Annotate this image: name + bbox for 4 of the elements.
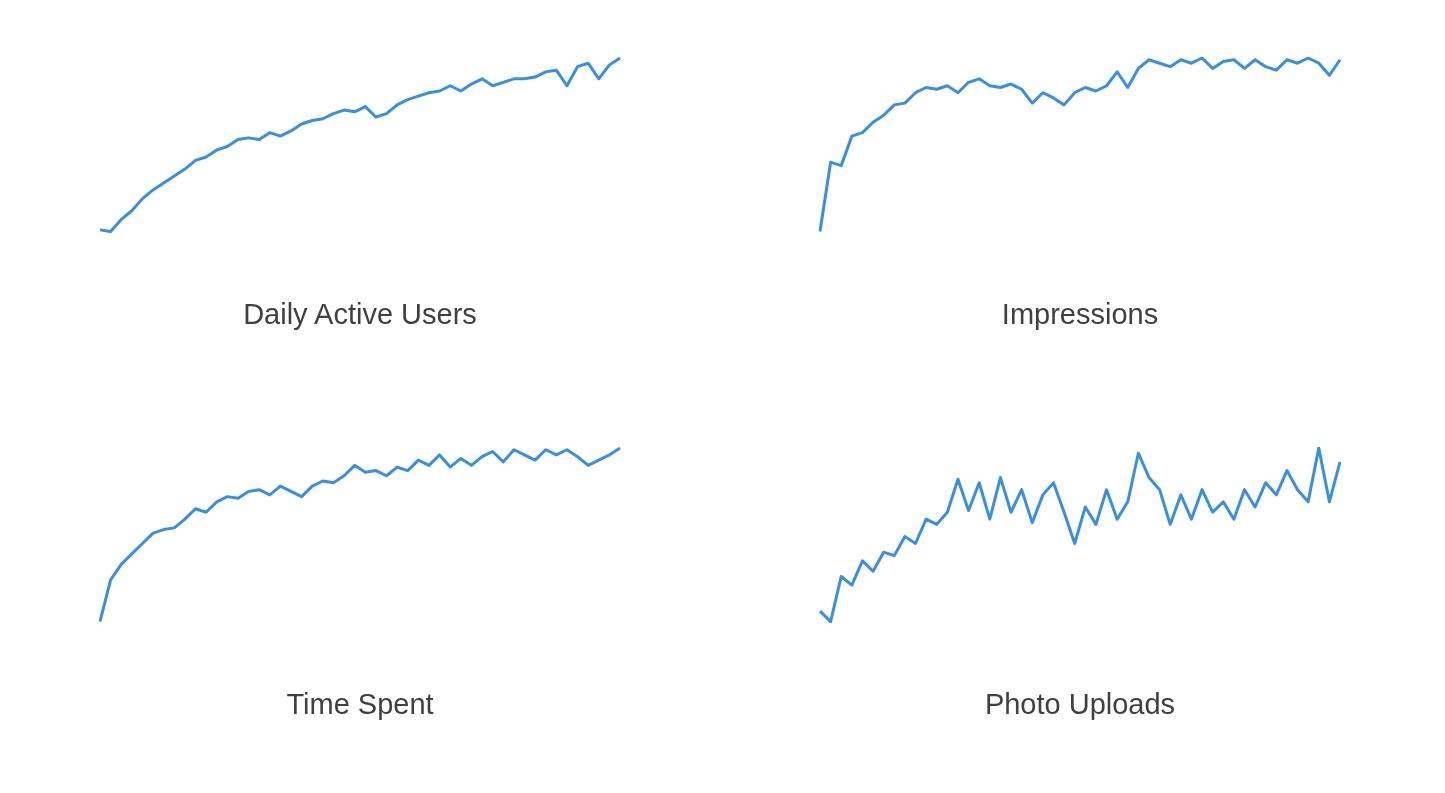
text: Photo Uploads (984, 688, 1176, 721)
text: Time Spent (286, 688, 434, 721)
text: Daily Active Users (243, 298, 477, 331)
text: Impressions (1001, 298, 1159, 331)
